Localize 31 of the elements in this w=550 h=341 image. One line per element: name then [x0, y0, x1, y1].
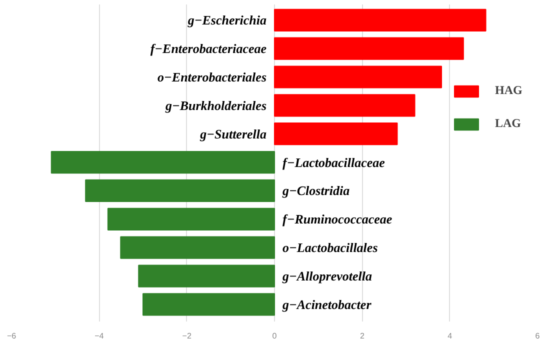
y-tick-label: g−Escherichia	[186, 12, 267, 28]
bar	[274, 66, 442, 88]
bar	[274, 37, 464, 60]
x-tick-label: −6	[6, 332, 17, 340]
bar	[274, 122, 398, 146]
y-tick-label: f−Ruminococcaceae	[282, 212, 392, 227]
legend-label: HAG	[495, 83, 522, 98]
bar	[120, 236, 275, 259]
y-tick-label: o−Enterobacteriales	[158, 70, 266, 84]
bar	[50, 150, 275, 174]
bar	[85, 179, 275, 202]
y-tick-label: g−Alloprevotella	[282, 268, 372, 284]
bar	[138, 264, 275, 288]
x-tick-label: 6	[535, 332, 540, 340]
bar	[107, 208, 275, 230]
y-tick-label: g−Clostridia	[282, 183, 350, 198]
x-tick-label: −4	[94, 332, 104, 340]
legend-label: LAG	[495, 116, 522, 131]
y-tick-label: f−Lactobacillaceae	[282, 154, 386, 170]
y-tick-label: o−Lactobacillales	[282, 240, 378, 256]
y-tick-label: g−Burkholderiales	[164, 98, 266, 113]
x-tick-label: 2	[360, 332, 365, 340]
x-tick-label: 4	[448, 332, 453, 340]
bar	[274, 94, 416, 117]
bar	[274, 8, 486, 32]
y-tick-label: g−Acinetobacter	[282, 296, 372, 312]
bar	[142, 293, 275, 316]
x-tick-label: 0	[272, 332, 278, 340]
y-tick-label: g−Sutterella	[199, 126, 267, 142]
x-tick-label: −2	[182, 332, 192, 340]
y-tick-label: f−Enterobacteriaceae	[150, 41, 267, 56]
